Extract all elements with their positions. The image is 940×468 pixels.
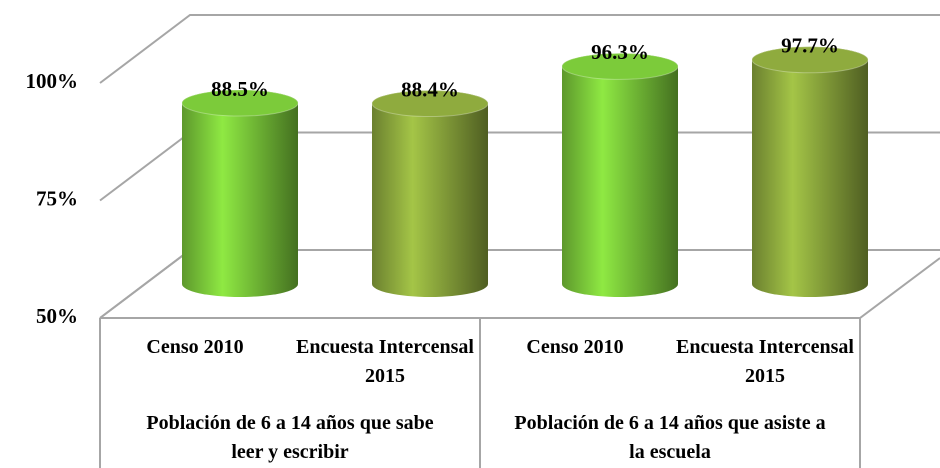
y-tick-label: 50%	[36, 304, 78, 328]
bar-top	[371, 90, 489, 118]
bar	[372, 90, 488, 297]
group-label: Población de 6 a 14 años que asiste a la…	[514, 412, 826, 463]
bar-top	[181, 89, 299, 117]
bar	[562, 53, 678, 297]
y-tick-label: 75%	[36, 186, 78, 210]
value-label: 88.4%	[401, 77, 459, 101]
bar	[182, 90, 298, 297]
group-label: Población de 6 a 14 años que sabe leer y…	[146, 412, 434, 463]
x-tick-label: Censo 2010	[526, 336, 624, 358]
x-tick-label: Encuesta Intercensal 2015	[296, 336, 474, 387]
x-tick-label: Encuesta Intercensal 2015	[676, 336, 854, 387]
bar	[752, 46, 868, 298]
value-label: 97.7%	[781, 34, 839, 58]
y-tick-label: 100%	[26, 69, 79, 93]
value-label: 88.5%	[211, 77, 269, 101]
x-tick-label: Censo 2010	[146, 336, 244, 358]
grid-line	[99, 14, 940, 84]
value-label: 96.3%	[591, 40, 649, 64]
bar-top	[751, 46, 869, 74]
bar-top	[561, 52, 679, 80]
